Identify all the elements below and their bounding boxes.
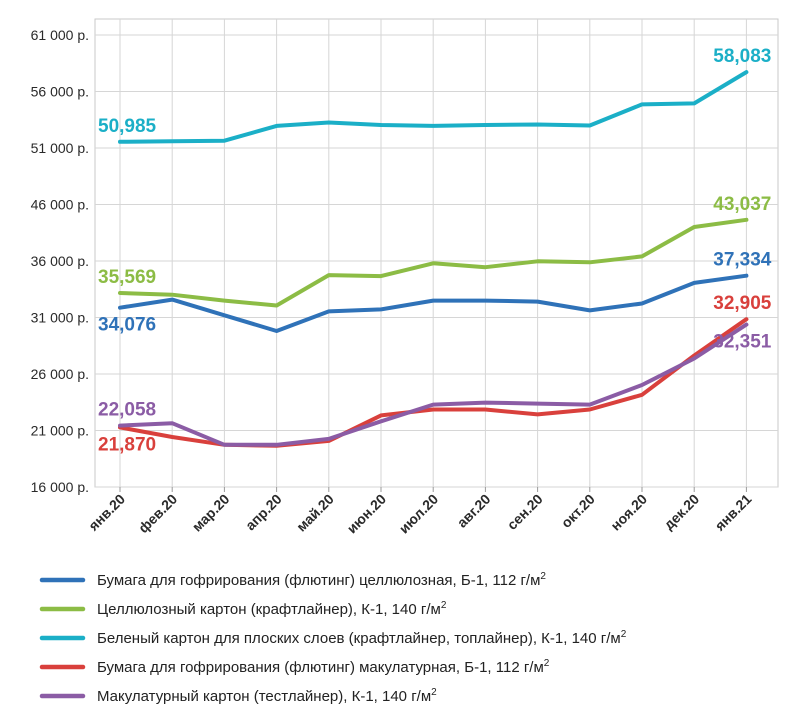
x-tick-label: мар.20	[189, 491, 233, 535]
x-tick-label: дек.20	[660, 491, 702, 533]
x-tick-label: июн.20	[344, 491, 390, 537]
x-tick-label: янв.20	[85, 491, 128, 534]
data-label: 32,905	[713, 293, 772, 314]
y-tick-label: 21 000 р.	[31, 423, 89, 439]
data-label: 34,076	[98, 315, 156, 336]
x-tick-label: сен.20	[504, 491, 546, 533]
data-label: 21,870	[98, 434, 156, 455]
legend-superscript: 2	[540, 571, 546, 582]
series-line	[118, 217, 749, 308]
x-tick-label: май.20	[293, 491, 337, 535]
x-tick-label: авг.20	[454, 491, 494, 531]
y-tick-label: 16 000 р.	[31, 479, 89, 495]
y-tick-label: 46 000 р.	[31, 197, 89, 213]
data-label: 22,058	[98, 400, 156, 421]
y-tick-label: 61 000 р.	[31, 27, 89, 43]
legend-label: Бумага для гофрирования (флютинг) макула…	[97, 658, 550, 676]
data-label: 58,083	[713, 46, 771, 67]
legend-label: Бумага для гофрирования (флютинг) целлюл…	[97, 571, 546, 589]
y-tick-label: 51 000 р.	[31, 140, 89, 156]
series-line	[118, 322, 749, 447]
x-tick-label: ноя.20	[607, 491, 650, 534]
legend-label: Макулатурный картон (тестлайнер), К-1, 1…	[97, 687, 437, 705]
legend-superscript: 2	[544, 658, 550, 669]
legend-superscript: 2	[441, 600, 447, 611]
legend-label: Целлюлозный картон (крафтлайнер), К-1, 1…	[97, 600, 447, 618]
data-label: 37,334	[713, 250, 772, 271]
y-tick-label: 36 000 р.	[31, 253, 89, 269]
x-tick-label: окт.20	[558, 491, 598, 531]
legend-label: Беленый картон для плоских слоев (крафтл…	[97, 629, 627, 647]
x-tick-label: янв.21	[712, 491, 755, 534]
data-label: 35,569	[98, 267, 156, 288]
data-label: 32,351	[713, 332, 772, 353]
data-label: 50,985	[98, 116, 157, 137]
y-tick-label: 31 000 р.	[31, 310, 89, 326]
series-line	[118, 273, 749, 333]
series-line	[118, 70, 749, 144]
legend-superscript: 2	[621, 629, 627, 640]
plot-frame	[94, 18, 779, 488]
legend-superscript: 2	[431, 687, 437, 698]
x-tick-label: фев.20	[135, 491, 180, 536]
x-tick-label: апр.20	[242, 491, 285, 534]
x-tick-label: июл.20	[396, 491, 442, 537]
data-label: 43,037	[713, 194, 771, 215]
y-tick-label: 26 000 р.	[31, 366, 89, 382]
y-tick-label: 56 000 р.	[31, 84, 89, 100]
